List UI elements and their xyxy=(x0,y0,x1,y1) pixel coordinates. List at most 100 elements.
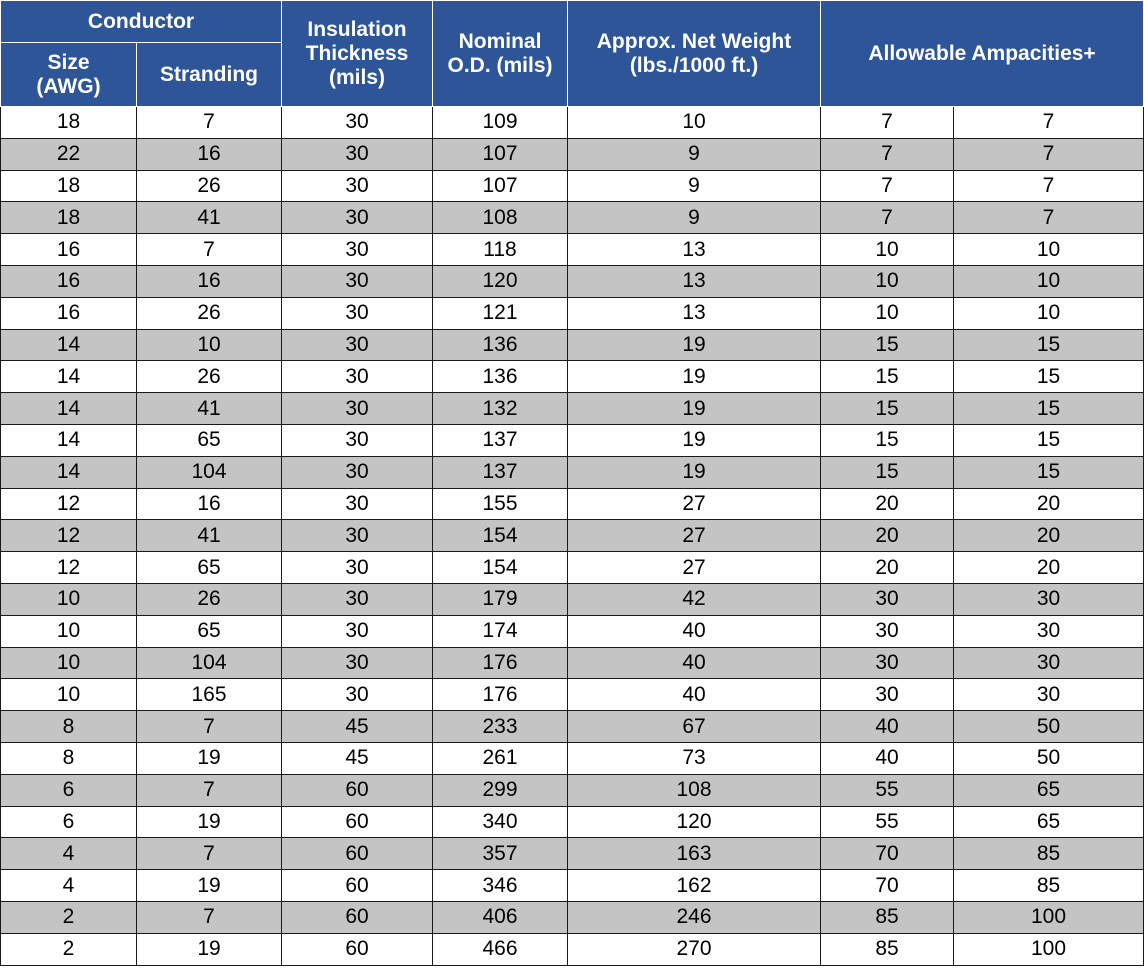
ampacity-cell-2: 15 xyxy=(952,328,1144,362)
weight-cell: 108 xyxy=(567,773,821,807)
stranding-cell: 16 xyxy=(136,487,282,521)
size-cell: 6 xyxy=(0,773,137,807)
weight-cell: 19 xyxy=(567,360,821,394)
od-cell: 233 xyxy=(432,710,568,743)
ampacity-cell-2: 100 xyxy=(952,932,1144,966)
ampacity-cell-1: 20 xyxy=(820,487,954,521)
table-row: 14 10 30 136 19 15 15 xyxy=(0,328,1144,362)
od-cell: 107 xyxy=(432,169,568,203)
od-cell: 340 xyxy=(432,805,568,839)
ampacity-cell-2: 10 xyxy=(952,233,1144,266)
size-cell: 8 xyxy=(0,710,137,743)
ampacity-cell-1: 7 xyxy=(820,106,954,139)
weight-cell: 270 xyxy=(567,932,821,966)
od-cell: 107 xyxy=(432,137,568,171)
od-cell: 174 xyxy=(432,614,568,648)
ampacity-cell-1: 30 xyxy=(820,614,954,648)
stranding-cell: 65 xyxy=(136,614,282,648)
table-row: 4 19 60 346 162 70 85 xyxy=(0,869,1144,902)
od-cell: 357 xyxy=(432,837,568,871)
stranding-cell: 7 xyxy=(136,710,282,743)
weight-cell: 13 xyxy=(567,264,821,298)
ampacity-cell-1: 15 xyxy=(820,455,954,489)
insulation-cell: 30 xyxy=(281,201,433,235)
insulation-cell: 30 xyxy=(281,455,433,489)
table-row: 10 26 30 179 42 30 30 xyxy=(0,582,1144,616)
weight-cell: 13 xyxy=(567,233,821,266)
od-header-line2: O.D. (mils) xyxy=(447,53,553,77)
stranding-cell: 26 xyxy=(136,296,282,330)
weight-cell: 67 xyxy=(567,710,821,743)
ampacity-cell-2: 50 xyxy=(952,741,1144,775)
ampacity-cell-1: 30 xyxy=(820,678,954,712)
table-row: 10 104 30 176 40 30 30 xyxy=(0,646,1144,680)
stranding-cell: 26 xyxy=(136,360,282,394)
stranding-cell: 16 xyxy=(136,137,282,171)
ampacity-cell-2: 15 xyxy=(952,455,1144,489)
size-cell: 18 xyxy=(0,106,137,139)
ampacity-cell-1: 10 xyxy=(820,264,954,298)
od-cell: 132 xyxy=(432,392,568,425)
stranding-cell: 19 xyxy=(136,869,282,902)
ampacity-cell-2: 50 xyxy=(952,710,1144,743)
table-row: 10 65 30 174 40 30 30 xyxy=(0,614,1144,648)
size-cell: 18 xyxy=(0,169,137,203)
weight-cell: 19 xyxy=(567,455,821,489)
table-header: Conductor Insulation Thickness (mils) No… xyxy=(0,0,1144,107)
od-cell: 137 xyxy=(432,423,568,457)
insulation-cell: 30 xyxy=(281,678,433,712)
weight-header-line1: Approx. Net Weight xyxy=(596,29,792,53)
ampacity-cell-1: 10 xyxy=(820,296,954,330)
weight-cell: 246 xyxy=(567,900,821,934)
table-row: 14 26 30 136 19 15 15 xyxy=(0,360,1144,394)
ampacity-cell-1: 7 xyxy=(820,201,954,235)
ampacity-cell-2: 15 xyxy=(952,423,1144,457)
table-row: 2 19 60 466 270 85 100 xyxy=(0,932,1144,966)
ampacity-cell-2: 65 xyxy=(952,773,1144,807)
stranding-cell: 65 xyxy=(136,423,282,457)
insulation-cell: 60 xyxy=(281,773,433,807)
ampacity-cell-2: 20 xyxy=(952,519,1144,553)
size-cell: 12 xyxy=(0,487,137,521)
insulation-cell: 45 xyxy=(281,741,433,775)
ampacity-cell-1: 55 xyxy=(820,773,954,807)
insulation-cell: 30 xyxy=(281,519,433,553)
size-cell: 4 xyxy=(0,869,137,902)
insulation-cell: 30 xyxy=(281,233,433,266)
size-cell: 14 xyxy=(0,360,137,394)
size-cell: 14 xyxy=(0,423,137,457)
stranding-cell: 7 xyxy=(136,837,282,871)
od-cell: 137 xyxy=(432,455,568,489)
stranding-cell: 65 xyxy=(136,551,282,584)
table-row: 6 19 60 340 120 55 65 xyxy=(0,805,1144,839)
od-cell: 176 xyxy=(432,678,568,712)
stranding-cell: 7 xyxy=(136,106,282,139)
ampacity-cell-2: 7 xyxy=(952,169,1144,203)
od-cell: 118 xyxy=(432,233,568,266)
conductor-header: Conductor xyxy=(0,0,282,43)
weight-cell: 27 xyxy=(567,519,821,553)
od-cell: 155 xyxy=(432,487,568,521)
ampacity-cell-2: 100 xyxy=(952,900,1144,934)
insulation-header-line1: Insulation xyxy=(307,17,407,41)
size-cell: 18 xyxy=(0,201,137,235)
table-row: 14 104 30 137 19 15 15 xyxy=(0,455,1144,489)
nominal-od-header: Nominal O.D. (mils) xyxy=(432,0,568,107)
ampacity-cell-1: 40 xyxy=(820,710,954,743)
ampacity-cell-2: 85 xyxy=(952,837,1144,871)
ampacity-cell-1: 15 xyxy=(820,423,954,457)
table-row: 18 7 30 109 10 7 7 xyxy=(0,106,1144,139)
ampacity-cell-1: 15 xyxy=(820,392,954,425)
ampacity-cell-1: 7 xyxy=(820,137,954,171)
weight-cell: 9 xyxy=(567,137,821,171)
size-cell: 4 xyxy=(0,837,137,871)
insulation-cell: 30 xyxy=(281,106,433,139)
stranding-cell: 41 xyxy=(136,201,282,235)
stranding-cell: 19 xyxy=(136,805,282,839)
insulation-cell: 30 xyxy=(281,423,433,457)
weight-cell: 10 xyxy=(567,106,821,139)
weight-cell: 120 xyxy=(567,805,821,839)
weight-cell: 27 xyxy=(567,551,821,584)
ampacity-cell-1: 20 xyxy=(820,519,954,553)
ampacity-cell-1: 30 xyxy=(820,582,954,616)
